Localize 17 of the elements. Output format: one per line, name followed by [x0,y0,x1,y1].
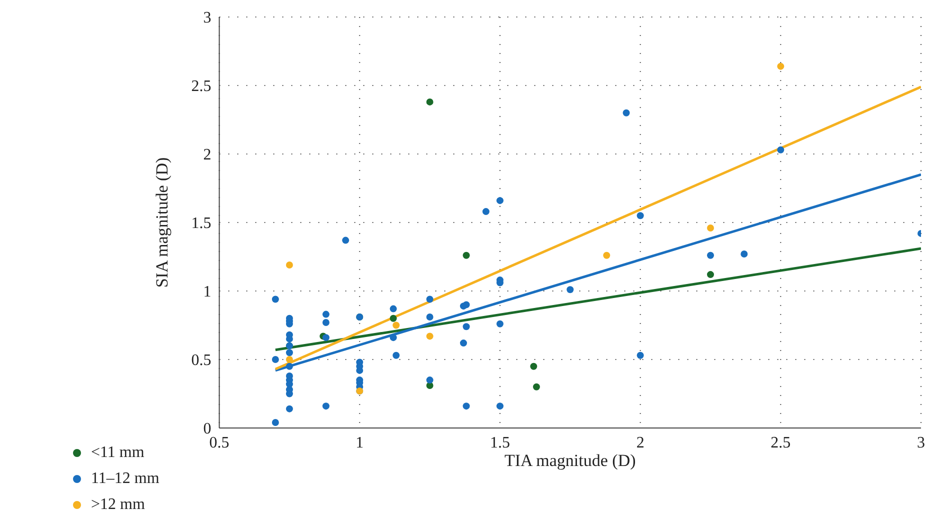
y-tick-label: 1.5 [191,215,212,232]
x-tick-label: 3 [917,434,925,452]
x-tick-label: 1.5 [490,434,510,452]
y-tick-label: 2.5 [191,78,212,96]
legend-label: 11–12 mm [91,469,160,489]
x-tick-label: 2.5 [770,434,791,452]
y-tick-label: 3 [203,10,212,27]
legend-label: <11 mm [91,443,144,463]
y-axis-title: SIA magnitude (D) [152,157,172,288]
y-tick-label: 2 [203,146,212,164]
y-tick-label: 0 [203,420,212,438]
x-axis-title: TIA magnitude (D) [504,451,636,470]
x-tick-label: 1 [356,434,364,452]
y-tick-label: 1 [203,284,212,301]
y-tick-label: 0.5 [191,352,212,370]
legend-label: >12 mm [91,495,145,515]
x-tick-label: 2 [636,434,644,452]
